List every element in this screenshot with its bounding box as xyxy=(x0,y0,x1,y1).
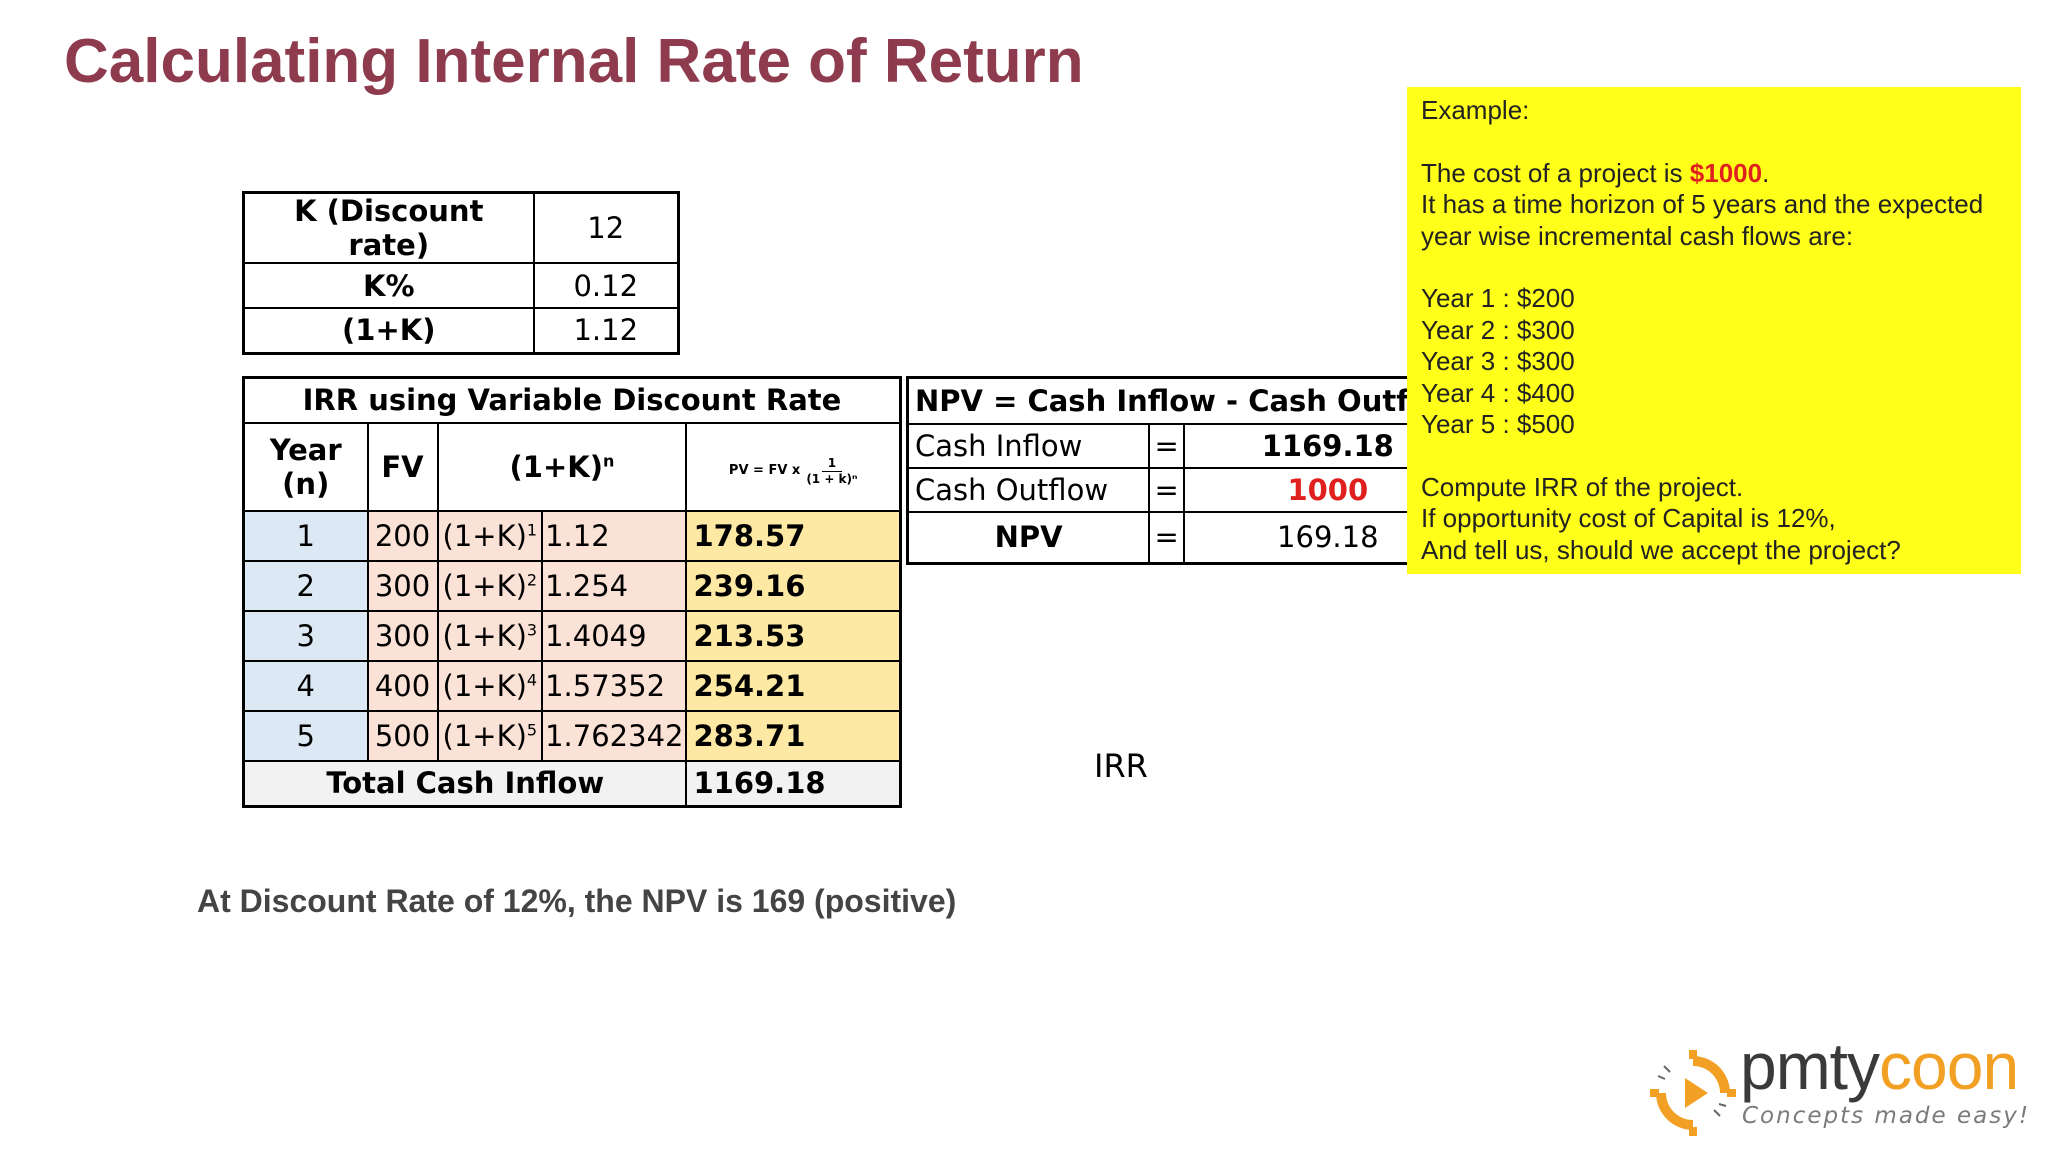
cash-outflow-label: Cash Outflow xyxy=(906,466,1151,513)
equals-sign: = xyxy=(1148,466,1186,513)
fv-cell: 400 xyxy=(366,659,439,712)
fv-cell: 300 xyxy=(366,559,439,612)
table-row: K (Discount rate) 12 xyxy=(242,191,680,264)
total-row: Total Cash Inflow 1169.18 xyxy=(242,759,902,808)
cash-flow-year: Year 4 : $400 xyxy=(1421,377,1575,408)
question-line: Compute IRR of the project. xyxy=(1421,471,1744,502)
fv-cell: 200 xyxy=(366,509,439,562)
equals-sign: = xyxy=(1148,510,1186,565)
table-row: K% 0.12 xyxy=(242,262,680,309)
table-row: Cash Outflow = 1000 xyxy=(906,466,1473,513)
table-row: (1+K) 1.12 xyxy=(242,307,680,354)
year-cell: 3 xyxy=(242,609,369,662)
page-title: Calculating Internal Rate of Return xyxy=(64,27,1084,96)
irr-table-header-row: Year (n) FV (1+K)n PV = FV x 1 (1 + k)ⁿ xyxy=(242,421,902,512)
example-line: year wise incremental cash flows are: xyxy=(1421,220,1854,251)
npv-title-row: NPV = Cash Inflow - Cash Outflow xyxy=(906,376,1473,425)
example-box: Example: The cost of a project is $1000.… xyxy=(1407,87,2021,574)
cash-flow-year: Year 3 : $300 xyxy=(1421,346,1575,376)
k-label: K (Discount rate) xyxy=(242,191,535,264)
table-row: 4 400 (1+K)4 1.57352 254.21 xyxy=(242,659,902,712)
one-plus-k-label: (1+K) xyxy=(242,307,535,354)
pv-formula-numerator: 1 xyxy=(821,456,843,472)
pv-formula-prefix: PV = FV x xyxy=(728,463,801,479)
one-plus-k-value: 1.12 xyxy=(532,307,680,354)
discount-rate-table: K (Discount rate) 12 K% 0.12 (1+K) 1.12 xyxy=(242,191,680,355)
power-cell: (1+K)5 xyxy=(436,709,544,762)
conclusion-text: At Discount Rate of 12%, the NPV is 169 … xyxy=(197,883,957,919)
factor-cell: 1.762342 xyxy=(541,709,688,762)
factor-cell: 1.12 xyxy=(541,509,688,562)
power-cell: (1+K)1 xyxy=(436,509,544,562)
irr-label: IRR xyxy=(1094,747,1148,785)
header-year: Year (n) xyxy=(242,421,369,512)
year-cell: 1 xyxy=(242,509,369,562)
pv-cell: 178.57 xyxy=(685,509,902,562)
pv-cell: 213.53 xyxy=(685,609,902,662)
header-pv-formula: PV = FV x 1 (1 + k)ⁿ xyxy=(685,421,902,512)
factor-cell: 1.4049 xyxy=(541,609,688,662)
header-fv: FV xyxy=(366,421,439,512)
header-factor-exp: n xyxy=(603,450,615,470)
total-value: 1169.18 xyxy=(685,759,902,808)
factor-cell: 1.57352 xyxy=(541,659,688,712)
power-cell: (1+K)2 xyxy=(436,559,544,612)
header-factor: (1+K)n xyxy=(436,421,688,512)
pv-formula-fraction: 1 (1 + k)ⁿ xyxy=(806,456,857,486)
year-cell: 4 xyxy=(242,659,369,712)
pv-cell: 254.21 xyxy=(685,659,902,712)
cost-value: $1000 xyxy=(1689,157,1763,188)
cash-inflow-label: Cash Inflow xyxy=(906,422,1151,469)
question-line: If opportunity cost of Capital is 12%, xyxy=(1421,503,1836,533)
npv-table: NPV = Cash Inflow - Cash Outflow Cash In… xyxy=(906,376,1474,565)
irr-table: IRR using Variable Discount Rate Year (n… xyxy=(242,376,902,808)
table-row: 2 300 (1+K)2 1.254 239.16 xyxy=(242,559,902,612)
gear-play-icon xyxy=(1650,1050,1736,1136)
table-row: Cash Inflow = 1169.18 xyxy=(906,422,1473,469)
npv-label: NPV xyxy=(906,510,1151,565)
example-heading: Example: xyxy=(1421,95,1530,125)
cash-flow-year: Year 5 : $500 xyxy=(1421,409,1575,439)
cash-flow-year: Year 1 : $200 xyxy=(1421,283,1575,313)
npv-table-title: NPV = Cash Inflow - Cash Outflow xyxy=(906,376,1473,425)
total-label: Total Cash Inflow xyxy=(242,759,688,808)
year-cell: 2 xyxy=(242,559,369,612)
k-percent-label: K% xyxy=(242,262,535,309)
irr-table-title-row: IRR using Variable Discount Rate xyxy=(242,376,902,424)
pv-formula-denominator: (1 + k)ⁿ xyxy=(806,471,858,486)
table-row: 3 300 (1+K)3 1.4049 213.53 xyxy=(242,609,902,662)
logo-brand-text: pmtycoon xyxy=(1740,1029,2019,1103)
pmtycoon-logo: pmtycoon Concepts made easy! xyxy=(1648,1029,2040,1140)
table-row: 5 500 (1+K)5 1.762342 283.71 xyxy=(242,709,902,762)
factor-cell: 1.254 xyxy=(541,559,688,612)
pv-cell: 239.16 xyxy=(685,559,902,612)
year-cell: 5 xyxy=(242,709,369,762)
equals-sign: = xyxy=(1148,422,1186,469)
table-row: 1 200 (1+K)1 1.12 178.57 xyxy=(242,509,902,562)
power-cell: (1+K)3 xyxy=(436,609,544,662)
k-value: 12 xyxy=(532,191,680,264)
pv-cell: 283.71 xyxy=(685,709,902,762)
cash-flow-year: Year 2 : $300 xyxy=(1421,314,1575,345)
question-line: And tell us, should we accept the projec… xyxy=(1421,534,1901,565)
logo-tagline: Concepts made easy! xyxy=(1742,1103,2031,1129)
fv-cell: 300 xyxy=(366,609,439,662)
table-row: NPV = 169.18 xyxy=(906,510,1473,565)
fv-cell: 500 xyxy=(366,709,439,762)
header-factor-base: (1+K) xyxy=(509,449,604,484)
irr-table-title: IRR using Variable Discount Rate xyxy=(242,376,902,424)
example-line: It has a time horizon of 5 years and the… xyxy=(1421,189,1984,219)
power-cell: (1+K)4 xyxy=(436,659,544,712)
example-cost-line: The cost of a project is $1000. xyxy=(1421,157,1770,188)
k-percent-value: 0.12 xyxy=(532,262,680,309)
